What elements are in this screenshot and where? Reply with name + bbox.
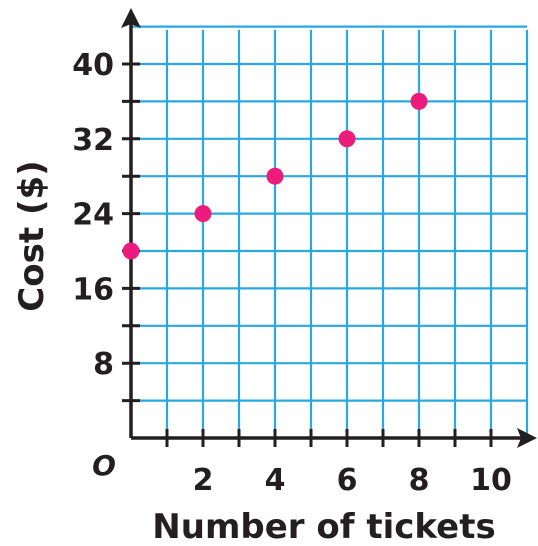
y-axis-arrow bbox=[121, 8, 141, 28]
y-tick-label: 32 bbox=[72, 123, 114, 158]
axes bbox=[121, 8, 537, 448]
y-tick-label: 40 bbox=[72, 48, 114, 83]
data-point bbox=[122, 242, 140, 260]
x-tick-label: 2 bbox=[193, 463, 214, 498]
data-point bbox=[266, 167, 284, 185]
x-tick-label: 8 bbox=[409, 463, 430, 498]
data-point bbox=[194, 205, 212, 223]
x-tick-label: 6 bbox=[337, 463, 358, 498]
origin-label: O bbox=[92, 449, 116, 482]
x-tick-label: 10 bbox=[470, 463, 512, 498]
data-point bbox=[338, 130, 356, 148]
x-axis-arrow bbox=[517, 428, 537, 448]
y-axis-title: Cost ($) bbox=[12, 160, 52, 311]
y-tick-label: 8 bbox=[93, 347, 114, 382]
x-axis-title: Number of tickets bbox=[152, 507, 495, 546]
y-tick-label: 24 bbox=[72, 198, 114, 233]
tick-marks bbox=[122, 62, 493, 447]
data-points bbox=[122, 92, 428, 260]
grid bbox=[131, 25, 529, 438]
y-tick-label: 16 bbox=[72, 272, 114, 307]
data-point bbox=[410, 92, 428, 110]
x-tick-label: 4 bbox=[265, 463, 286, 498]
